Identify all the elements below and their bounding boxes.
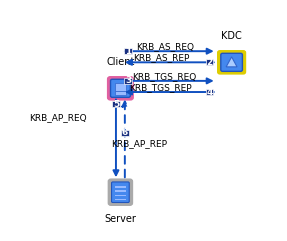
Text: KRB_AS_REP: KRB_AS_REP <box>133 53 190 62</box>
Text: KRB_AS_REQ: KRB_AS_REQ <box>136 42 194 51</box>
FancyBboxPatch shape <box>115 83 126 91</box>
Text: 2: 2 <box>206 58 212 67</box>
Text: 5: 5 <box>113 100 119 109</box>
FancyBboxPatch shape <box>112 101 120 107</box>
FancyBboxPatch shape <box>108 77 133 100</box>
Text: KRB_AP_REQ: KRB_AP_REQ <box>29 114 87 122</box>
FancyBboxPatch shape <box>124 78 132 84</box>
FancyBboxPatch shape <box>205 59 213 66</box>
Text: KRB_TGS_REQ: KRB_TGS_REQ <box>132 72 196 81</box>
Text: Server: Server <box>104 214 136 224</box>
Bar <box>115 186 126 188</box>
FancyBboxPatch shape <box>121 130 129 136</box>
FancyBboxPatch shape <box>112 182 129 202</box>
FancyBboxPatch shape <box>221 53 243 71</box>
FancyBboxPatch shape <box>218 51 245 74</box>
Text: KRB_AP_REP: KRB_AP_REP <box>111 140 167 148</box>
FancyBboxPatch shape <box>110 79 130 97</box>
FancyBboxPatch shape <box>108 179 133 205</box>
FancyBboxPatch shape <box>205 89 213 95</box>
Text: KDC: KDC <box>221 31 242 41</box>
Bar <box>115 190 126 192</box>
FancyBboxPatch shape <box>115 91 126 95</box>
Text: 4: 4 <box>206 87 213 96</box>
Text: 6: 6 <box>122 128 128 137</box>
Text: 3: 3 <box>125 76 131 85</box>
Polygon shape <box>226 57 237 67</box>
Text: 1: 1 <box>125 47 131 56</box>
Text: Client: Client <box>106 57 135 67</box>
FancyBboxPatch shape <box>124 48 132 54</box>
Bar <box>115 199 126 200</box>
Text: KRB_TGS_REP: KRB_TGS_REP <box>129 83 192 92</box>
Bar <box>115 194 126 196</box>
